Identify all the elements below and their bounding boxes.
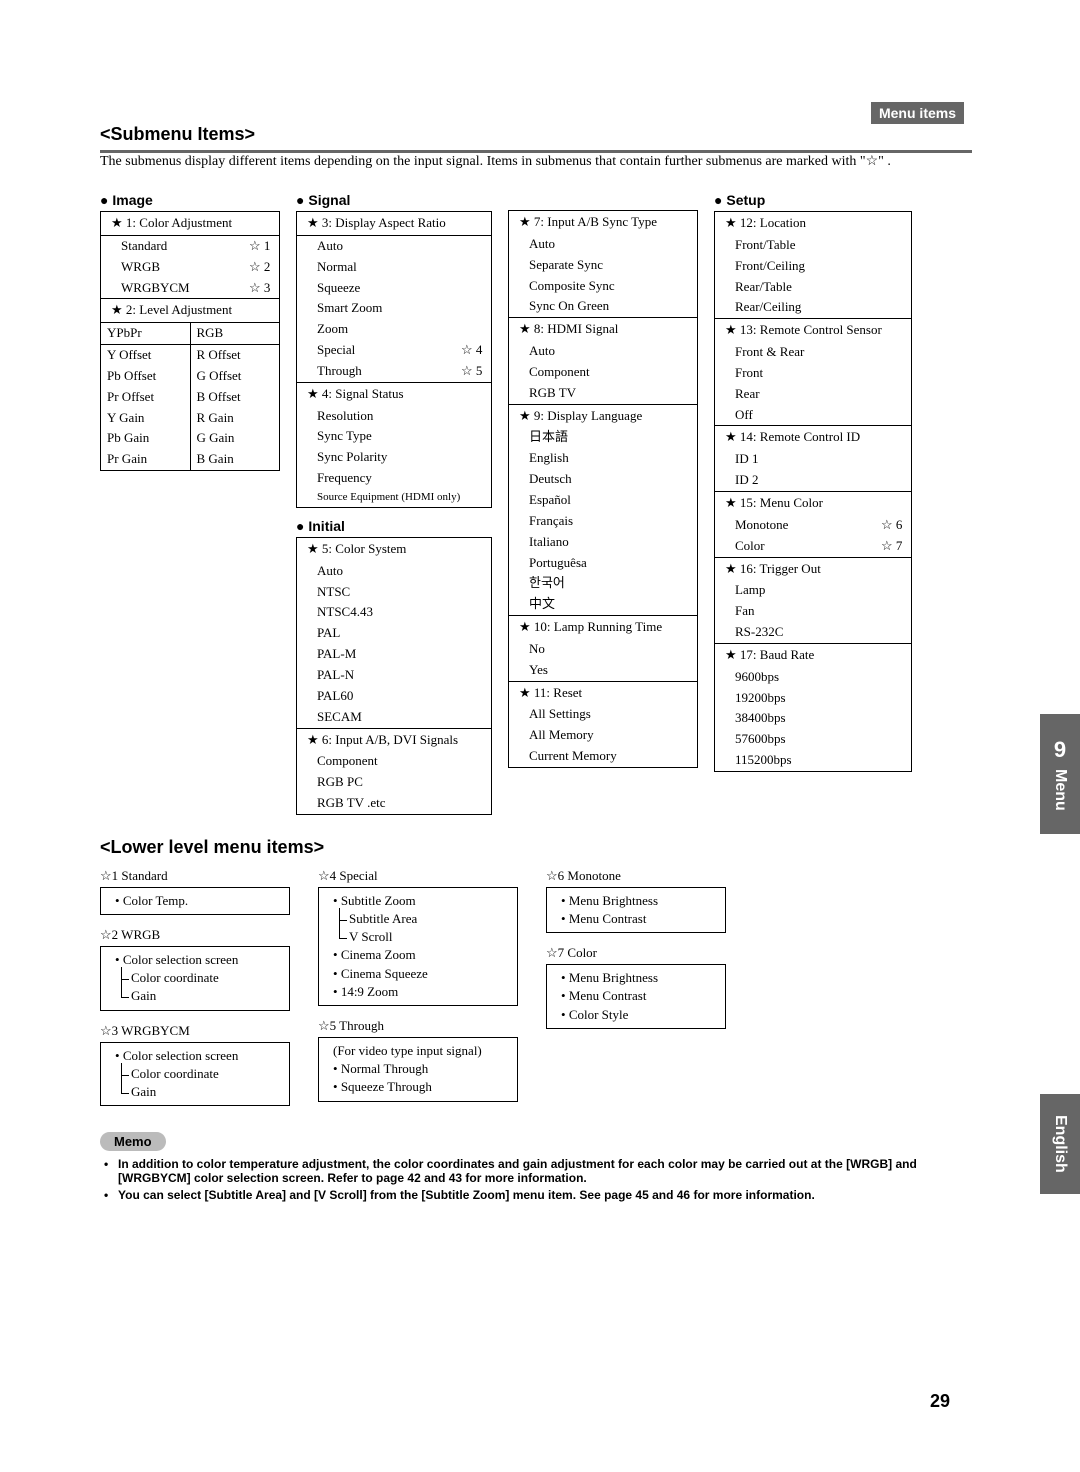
hdr-10: 10: Lamp Running Time: [509, 616, 697, 639]
submenu-intro: The submenus display different items dep…: [100, 153, 970, 170]
l2-label: ☆2 WRGB: [100, 927, 290, 943]
l2-box: Color selection screen Color coordinate …: [100, 946, 290, 1011]
row-wrgbycm: WRGBYCM☆ 3: [101, 278, 279, 300]
row-wrgb: WRGB☆ 2: [101, 257, 279, 278]
level-adj-table: YPbPr Y Offset Pb Offset Pr Offset Y Gai…: [101, 323, 279, 470]
hdr-8: 8: HDMI Signal: [509, 318, 697, 341]
l7-label: ☆7 Color: [546, 945, 726, 961]
l1-box: Color Temp.: [100, 887, 290, 915]
l3-label: ☆3 WRGBYCM: [100, 1023, 290, 1039]
tab-english-label: English: [1051, 1115, 1069, 1173]
hdr-9: 9: Display Language: [509, 405, 697, 428]
memo-2: You can select [Subtitle Area] and [V Sc…: [118, 1188, 970, 1202]
l6-label: ☆6 Monotone: [546, 868, 726, 884]
hdr-3: 3: Display Aspect Ratio: [297, 212, 491, 236]
lower-title: <Lower level menu items>: [100, 837, 970, 858]
hdr-5: 5: Color System: [297, 538, 491, 561]
l6-box: Menu Brightness Menu Contrast: [546, 887, 726, 933]
image-box: 1: Color Adjustment Standard☆ 1 WRGB☆ 2 …: [100, 211, 280, 471]
hdr-14: 14: Remote Control ID: [715, 426, 911, 449]
hdr-16: 16: Trigger Out: [715, 558, 911, 581]
submenu-title: <Submenu Items>: [100, 124, 970, 145]
hdr-4: 4: Signal Status: [297, 383, 491, 406]
page-number: 29: [930, 1391, 950, 1412]
hdr-15: 15: Menu Color: [715, 492, 911, 515]
l3-box: Color selection screen Color coordinate …: [100, 1042, 290, 1107]
signal-box: 3: Display Aspect Ratio Auto Normal Sque…: [296, 211, 492, 508]
initial-title: Initial: [296, 518, 492, 534]
memo-list: In addition to color temperature adjustm…: [100, 1157, 970, 1202]
l5-label: ☆5 Through: [318, 1018, 518, 1034]
col3-box: 7: Input A/B Sync Type Auto Separate Syn…: [508, 210, 698, 768]
l5-box: (For video type input signal) Normal Thr…: [318, 1037, 518, 1102]
row-standard: Standard☆ 1: [101, 236, 279, 257]
memo-pill: Memo: [100, 1132, 166, 1151]
side-tab-menu: 9 Menu: [1040, 714, 1080, 834]
signal-title: Signal: [296, 192, 492, 208]
setup-box: 12: Location Front/Table Front/Ceiling R…: [714, 211, 912, 772]
hdr-12: 12: Location: [715, 212, 911, 235]
tab-number: 9: [1054, 737, 1066, 763]
memo-1: In addition to color temperature adjustm…: [118, 1157, 970, 1185]
l4-label: ☆4 Special: [318, 868, 518, 884]
hdr-11: 11: Reset: [509, 682, 697, 705]
hdr-1: 1: Color Adjustment: [101, 212, 279, 236]
tab-menu-label: Menu: [1051, 769, 1069, 811]
hdr-17: 17: Baud Rate: [715, 644, 911, 667]
setup-title: Setup: [714, 192, 912, 208]
image-title: Image: [100, 192, 280, 208]
hdr-7: 7: Input A/B Sync Type: [509, 211, 697, 234]
side-tab-english: English: [1040, 1094, 1080, 1194]
l4-box: Subtitle Zoom Subtitle Area V Scroll Cin…: [318, 887, 518, 1006]
hdr-2: 2: Level Adjustment: [101, 299, 279, 323]
hdr-6: 6: Input A/B, DVI Signals: [297, 729, 491, 752]
l1-label: ☆1 Standard: [100, 868, 290, 884]
l7-box: Menu Brightness Menu Contrast Color Styl…: [546, 964, 726, 1029]
initial-box: 5: Color System Auto NTSC NTSC4.43 PAL P…: [296, 537, 492, 815]
hdr-13: 13: Remote Control Sensor: [715, 319, 911, 342]
